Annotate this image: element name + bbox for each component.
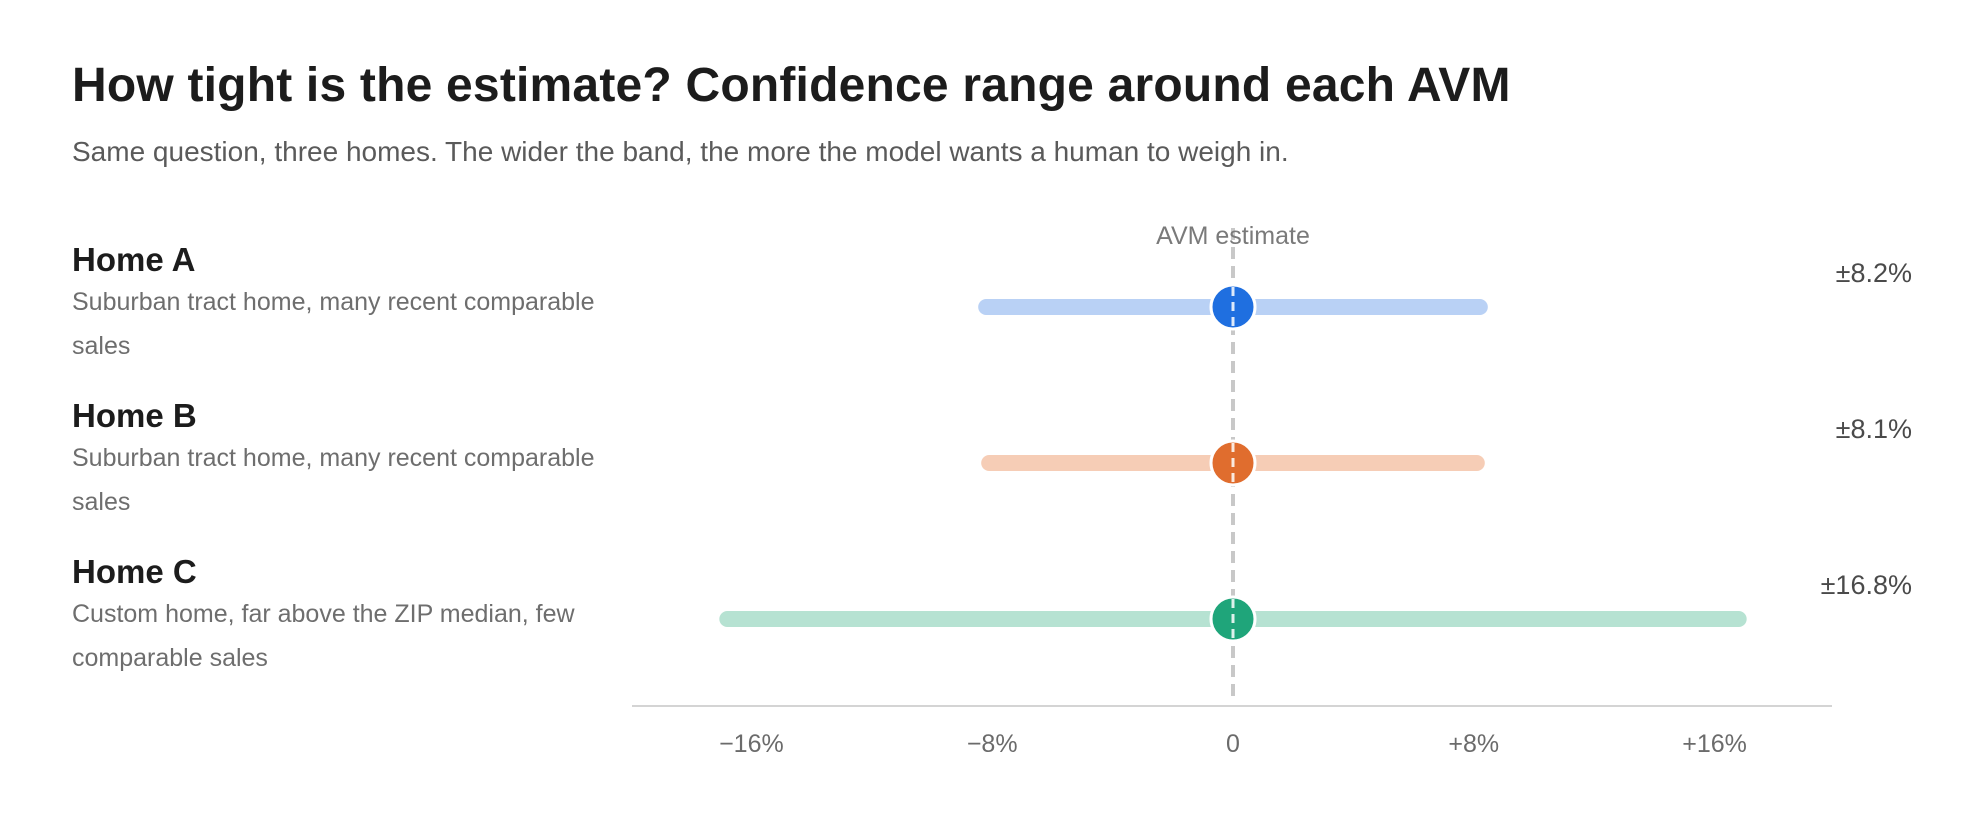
x-tick-label: +8% <box>1448 730 1499 758</box>
range-label: ±8.1% <box>1836 414 1912 444</box>
chart-subtitle: Same question, three homes. The wider th… <box>72 136 1289 167</box>
row-name: Home B <box>72 397 197 434</box>
row-label-home-c: Home C Custom home, far above the ZIP me… <box>72 552 652 680</box>
row-label-home-a: Home A Suburban tract home, many recent … <box>72 240 652 368</box>
x-tick-label: −8% <box>967 730 1018 758</box>
chart-title: How tight is the estimate? Confidence ra… <box>72 59 1511 112</box>
row-label-home-b: Home B Suburban tract home, many recent … <box>72 396 652 524</box>
range-label: ±8.2% <box>1836 258 1912 288</box>
row-name: Home C <box>72 553 197 590</box>
x-tick-label: −16% <box>719 730 784 758</box>
reference-label: AVM estimate <box>1156 222 1310 250</box>
row-name: Home A <box>72 241 196 278</box>
range-label: ±16.8% <box>1821 570 1912 600</box>
row-description: Custom home, far above the ZIP median, f… <box>72 600 575 672</box>
x-tick-label: 0 <box>1226 730 1240 758</box>
row-description: Suburban tract home, many recent compara… <box>72 444 595 516</box>
x-tick-label: +16% <box>1682 730 1747 758</box>
row-description: Suburban tract home, many recent compara… <box>72 288 595 360</box>
